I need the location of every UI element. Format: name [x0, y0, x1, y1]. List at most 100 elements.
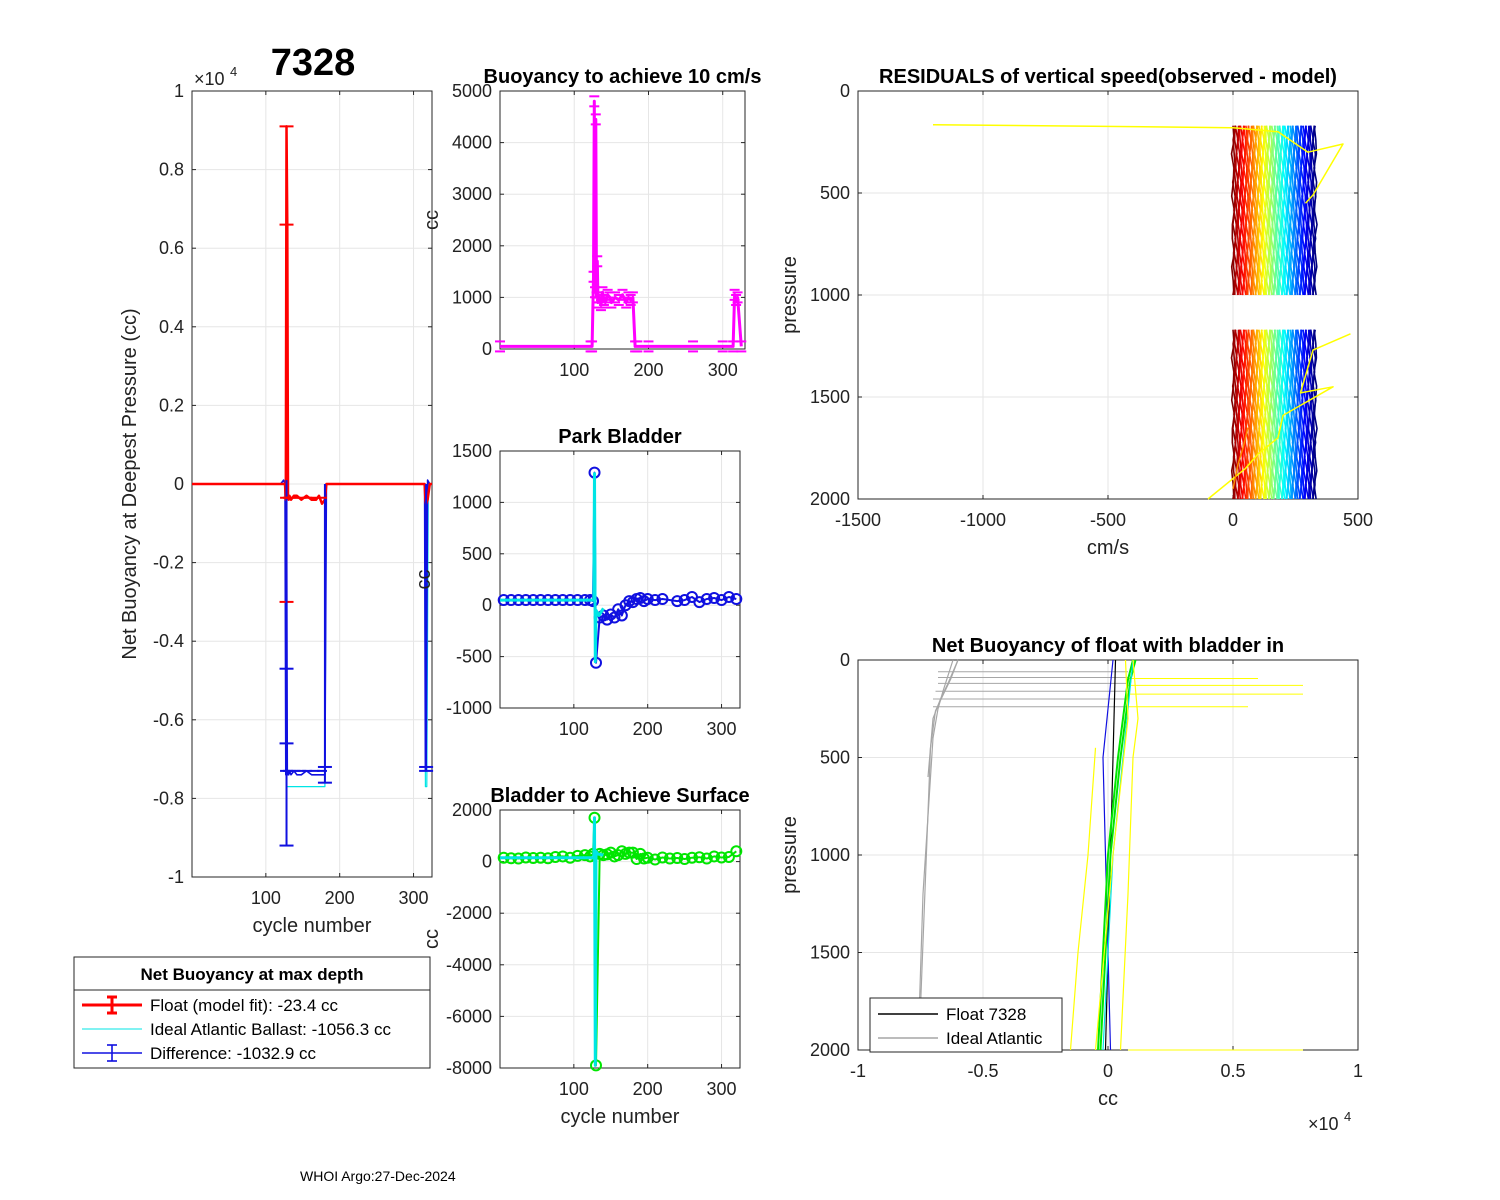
y-tick-label: -8000 — [446, 1058, 492, 1078]
y-axis-label: pressure — [779, 816, 801, 894]
x-tick-label: 300 — [707, 1079, 737, 1099]
axes-frame — [499, 450, 741, 709]
data-point — [671, 851, 684, 864]
x-tick-label: -1000 — [960, 510, 1006, 530]
data-point — [615, 609, 628, 622]
legend-label: Difference: -1032.9 cc — [150, 1044, 316, 1063]
x-tick-label: 100 — [559, 1079, 589, 1099]
data-point — [623, 846, 636, 859]
x-tick-label: 200 — [633, 360, 663, 380]
x-tick-label: -0.5 — [967, 1061, 998, 1081]
y-tick-label: 500 — [462, 544, 492, 564]
y-tick-label: 0.6 — [159, 238, 184, 258]
x-tick-label: 0 — [1228, 510, 1238, 530]
x-tick-label: 300 — [399, 888, 429, 908]
x-tick-label: -500 — [1090, 510, 1126, 530]
residual-profile — [1312, 329, 1317, 500]
x-axis-label: cycle number — [561, 1106, 680, 1128]
legend: Float 7328 Ideal Atlantic — [869, 997, 1063, 1053]
residual-profile — [1271, 329, 1276, 500]
y-tick-label: 0 — [174, 474, 184, 494]
x-tick-label: 100 — [559, 719, 589, 739]
x-tick-label: -1500 — [835, 510, 881, 530]
profile-line — [927, 659, 959, 778]
y-tick-label: 0.2 — [159, 395, 184, 415]
x-axis-label: cycle number — [253, 915, 372, 937]
residual-profile — [1312, 125, 1317, 296]
profile-line — [1097, 659, 1134, 1051]
data-point — [715, 851, 728, 864]
data-point — [693, 851, 706, 864]
plot-netbuoy: 100 200 300 -1 -0.8 -0.6 -0.4 -0.2 0 0.2 0.4 0.6 0.8… — [119, 64, 434, 937]
series-line-ideal — [500, 816, 604, 1067]
data-point — [730, 845, 743, 858]
y-tick-label: 1 — [174, 81, 184, 101]
y-axis-label: pressure — [779, 256, 801, 334]
chart-title: Park Bladder — [558, 426, 682, 448]
data-point — [686, 851, 698, 864]
y-tick-label: 1000 — [810, 285, 850, 305]
y-axis-label: cc — [421, 210, 443, 230]
data-point — [612, 849, 625, 862]
exponent-label: ×10 — [1308, 1114, 1339, 1134]
y-tick-label: -1000 — [446, 698, 492, 718]
y-tick-label: 0.8 — [159, 160, 184, 180]
residual-profile — [1313, 329, 1318, 500]
data-point — [708, 592, 721, 605]
profile-line — [1119, 659, 1139, 1051]
x-tick-label: 500 — [1343, 510, 1373, 530]
y-tick-label: 0 — [840, 81, 850, 101]
y-tick-label: 1500 — [452, 441, 492, 461]
x-tick-label: 300 — [708, 360, 738, 380]
plot-netbladder: -1 -0.5 0 0.5 1 0 500 1000 1500 2000 Net Buoyancy … — [779, 635, 1363, 1134]
exponent-power: 4 — [1344, 1109, 1351, 1124]
y-tick-label: -0.8 — [153, 788, 184, 808]
data-point — [656, 593, 669, 606]
plot-park: 100 200 300 -1000 -500 0 500 1000 1500 Park Bladd… — [413, 426, 743, 739]
chart-title: Net Buoyancy of float with bladder in — [932, 635, 1284, 657]
x-tick-label: 200 — [325, 888, 355, 908]
plot-residuals: -1500 -1000 -500 0 500 0 500 1000 1500 2000 RESIDU… — [779, 66, 1373, 559]
plot-area — [500, 810, 740, 1068]
y-tick-label: -0.6 — [153, 710, 184, 730]
x-axis-label: cc — [1098, 1088, 1118, 1110]
legend-box — [73, 956, 431, 1069]
data-point — [656, 851, 669, 864]
residual-profile — [1302, 125, 1307, 296]
y-tick-label: -1 — [168, 867, 184, 887]
axes-frame — [499, 90, 746, 350]
y-tick-label: -0.2 — [153, 553, 184, 573]
chart-title: Buoyancy to achieve 10 cm/s — [484, 66, 762, 88]
residual-outlier — [1232, 427, 1249, 489]
chart-title: RESIDUALS of vertical speed(observed - m… — [879, 66, 1337, 88]
y-tick-label: 4000 — [452, 133, 492, 153]
y-tick-label: 2000 — [452, 800, 492, 820]
profile-line — [1102, 659, 1114, 1051]
y-tick-label: 3000 — [452, 184, 492, 204]
residual-profile — [1302, 329, 1307, 500]
data-point — [722, 850, 735, 863]
legend-label: Ideal Atlantic Ballast: -1056.3 cc — [150, 1020, 391, 1039]
y-tick-label: 0 — [482, 852, 492, 872]
residual-outlier — [1207, 333, 1351, 500]
data-point — [715, 594, 728, 607]
data-point — [641, 593, 654, 606]
figure-title: 7328 — [271, 42, 356, 84]
x-tick-label: 100 — [559, 360, 589, 380]
x-tick-label: 0 — [1103, 1061, 1113, 1081]
data-point — [708, 850, 721, 863]
plot-area — [500, 91, 745, 349]
data-point — [700, 593, 713, 606]
data-point — [649, 853, 662, 866]
x-tick-label: -1 — [850, 1061, 866, 1081]
legend-label: Float 7328 — [946, 1005, 1026, 1024]
legend-label: Float (model fit): -23.4 cc — [150, 996, 339, 1015]
exponent-power: 4 — [230, 64, 237, 79]
data-point — [604, 846, 617, 859]
plot-surface: 100 200 300 -8000 -6000 -4000 -2000 0 2000Bladde… — [421, 785, 750, 1128]
profile-line — [1069, 747, 1097, 1051]
data-point — [641, 851, 654, 864]
y-tick-label: -500 — [456, 647, 492, 667]
x-tick-label: 0.5 — [1220, 1061, 1245, 1081]
